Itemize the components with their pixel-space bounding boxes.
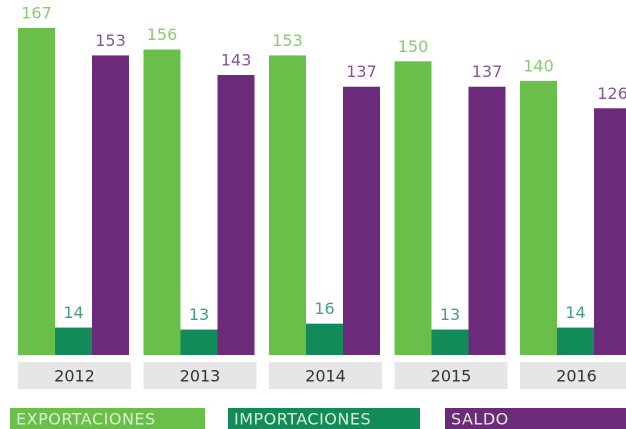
bar (520, 80, 557, 356)
data-label: 153 (272, 31, 303, 50)
legend-label: IMPORTACIONES (234, 410, 371, 429)
x-tick-label: 2014 (305, 367, 346, 386)
data-label: 143 (221, 50, 252, 69)
data-label: 150 (398, 37, 429, 56)
data-label: 156 (147, 25, 178, 44)
data-label: 13 (189, 305, 209, 324)
legend-swatch (10, 408, 205, 429)
legend-label: SALDO (451, 410, 509, 429)
bar (217, 74, 255, 355)
bar (594, 108, 626, 356)
legend-swatch (228, 408, 420, 429)
legend-swatch (445, 408, 626, 429)
category-box (520, 362, 626, 389)
data-label: 167 (21, 4, 52, 23)
x-tick-label: 2012 (54, 367, 95, 386)
bar (180, 329, 218, 355)
bar (92, 55, 129, 355)
bar (143, 49, 181, 356)
bar (394, 61, 432, 356)
x-tick-label: 2016 (556, 367, 597, 386)
data-label: 126 (597, 84, 626, 103)
bar (468, 86, 506, 355)
bar (431, 329, 469, 355)
data-label: 14 (63, 303, 83, 322)
data-label: 153 (95, 31, 126, 50)
bar (306, 323, 343, 355)
bar (55, 327, 92, 355)
category-box (143, 362, 257, 389)
category-box (394, 362, 508, 389)
x-tick-label: 2015 (431, 367, 472, 386)
category-box (18, 362, 131, 389)
bar (269, 55, 306, 355)
bar (557, 327, 594, 355)
bar (343, 86, 380, 355)
bar (18, 28, 55, 355)
data-label: 140 (523, 56, 554, 75)
category-box (269, 362, 382, 389)
data-label: 16 (314, 299, 334, 318)
legend-label: EXPORTACIONES (16, 410, 156, 429)
x-tick-label: 2013 (180, 367, 221, 386)
data-label: 13 (440, 305, 460, 324)
data-label: 137 (472, 62, 503, 81)
data-label: 14 (565, 303, 585, 322)
data-label: 137 (346, 62, 377, 81)
